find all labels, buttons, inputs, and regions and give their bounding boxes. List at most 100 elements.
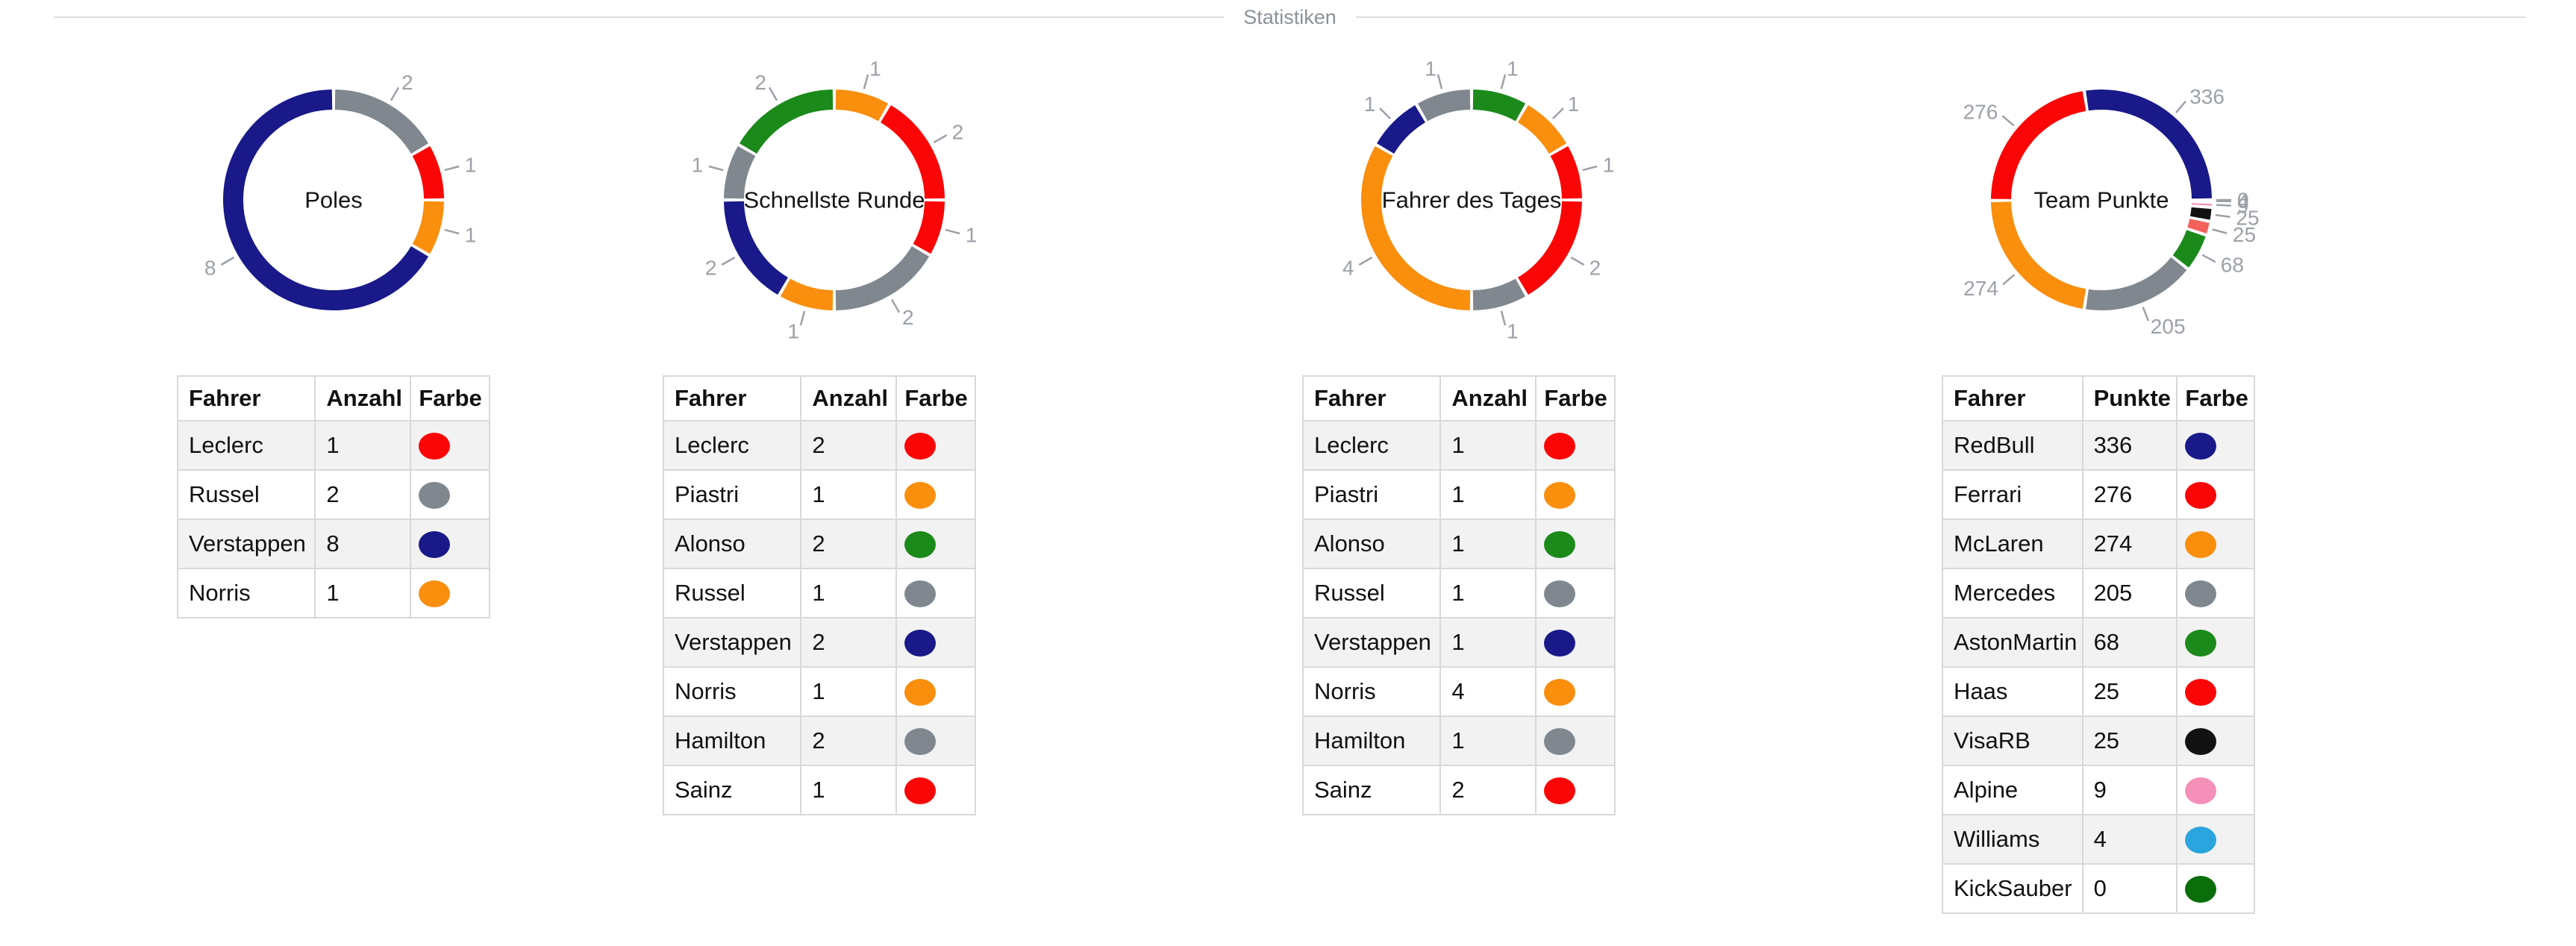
donut-center-title: Fahrer des Tages	[1382, 187, 1562, 213]
donut-segment-piastri[interactable]	[835, 90, 889, 122]
segment-value-label: 274	[1963, 277, 1998, 300]
segment-value-label: 1	[1425, 57, 1437, 81]
driver-name-cell: Alonso	[662, 519, 802, 569]
donut-segment-sainz[interactable]	[913, 201, 945, 254]
table-row-sainz: Sainz 2	[1301, 765, 1616, 815]
label-leader-line	[2175, 100, 2186, 113]
color-cell	[1535, 715, 1616, 766]
color-cell	[895, 666, 976, 717]
color-cell	[2176, 765, 2255, 815]
color-cell	[895, 715, 976, 766]
header-farbe: Farbe	[1535, 375, 1616, 422]
driver-name-cell: KickSauber	[1942, 863, 2083, 914]
table-row-piastri: Piastri 1	[662, 469, 976, 520]
value-cell: 68	[2081, 617, 2178, 668]
donut-segment-redbull[interactable]	[2086, 90, 2212, 199]
donut-segment-verstappen[interactable]	[1376, 104, 1426, 154]
label-leader-line	[1570, 256, 1585, 266]
value-cell: 1	[1439, 617, 1537, 668]
donut-segment-ferrari[interactable]	[1991, 91, 2086, 200]
table-row-norris: Norris 4	[1301, 666, 1616, 717]
color-dot-hamilton	[1544, 727, 1576, 755]
value-cell: 1	[800, 765, 898, 815]
value-cell: 1	[1439, 420, 1537, 471]
color-cell	[895, 617, 976, 668]
color-cell	[895, 469, 976, 520]
donut-segment-norris[interactable]	[1361, 145, 1471, 310]
table-row-russel: Russel 2	[176, 469, 490, 520]
color-cell	[1535, 469, 1616, 520]
donut-chart-poles: 1 2 8 1 Poles	[204, 71, 476, 310]
donut-segment-leclerc[interactable]	[1550, 145, 1582, 199]
donut-segment-hamilton[interactable]	[835, 245, 930, 310]
header-anzahl: Anzahl	[800, 375, 898, 422]
color-cell	[2176, 715, 2255, 766]
color-dot-astonmartin	[2185, 629, 2217, 657]
driver-name-cell: Russel	[662, 568, 802, 618]
color-cell	[895, 568, 976, 618]
label-leader-line	[2001, 115, 2015, 127]
table-row-verstappen: Verstappen 8	[176, 519, 490, 569]
donut-segment-russel[interactable]	[724, 145, 756, 199]
donut-segment-piastri[interactable]	[1517, 104, 1567, 154]
segment-value-label: 276	[1963, 101, 1998, 124]
color-dot-kicksauber	[2185, 875, 2217, 903]
table-header-row: Fahrer Anzahl Farbe	[662, 375, 976, 422]
value-cell: 274	[2081, 519, 2178, 569]
table-row-leclerc: Leclerc 1	[1301, 420, 1616, 471]
donut-segment-verstappen[interactable]	[724, 201, 789, 295]
color-dot-russel	[419, 481, 451, 509]
stats-table-team-punkte: Fahrer Punkte Farbe RedBull 336 Ferrari 276 McL…	[1942, 375, 2255, 914]
header-anzahl: Anzahl	[314, 375, 412, 422]
color-cell	[410, 420, 490, 471]
table-row-russel: Russel 1	[1301, 568, 1616, 618]
donut-segment-russel[interactable]	[1417, 90, 1471, 122]
color-dot-sainz	[904, 777, 937, 804]
driver-name-cell: Piastri	[662, 469, 802, 520]
color-cell	[895, 519, 976, 569]
label-leader-line	[945, 228, 960, 235]
donut-segment-visarb[interactable]	[2190, 207, 2212, 220]
segment-value-label: 2	[902, 306, 914, 329]
color-dot-mercedes	[2185, 580, 2217, 607]
donut-segment-verstappen[interactable]	[223, 90, 429, 310]
table-header-row: Fahrer Anzahl Farbe	[176, 375, 490, 422]
donut-segment-mclaren[interactable]	[1991, 201, 2086, 309]
label-leader-line	[1500, 310, 1507, 326]
table-row-leclerc: Leclerc 2	[662, 420, 976, 471]
color-cell	[1535, 617, 1616, 668]
table-row-redbull: RedBull 336	[1942, 420, 2255, 471]
donut-center-title: Team Punkte	[2034, 187, 2169, 213]
color-cell	[2176, 617, 2255, 668]
segment-value-label: 1	[692, 153, 704, 176]
color-dot-norris	[1544, 678, 1576, 706]
stat-panel-fahrer-des-tages: 1 1 1 1 1 4 1 2 Fahrer des Tages Fahrer Anzahl Farb…	[1301, 0, 1616, 946]
color-dot-ferrari	[2185, 481, 2217, 509]
value-cell: 205	[2081, 568, 2178, 618]
header-farbe: Farbe	[2176, 375, 2255, 422]
label-leader-line	[799, 310, 806, 326]
donut-segment-astonmartin[interactable]	[2172, 229, 2206, 268]
table-row-verstappen: Verstappen 2	[662, 617, 976, 668]
donut-segment-alonso[interactable]	[739, 90, 834, 154]
segment-value-label: 2	[705, 257, 717, 280]
label-leader-line	[444, 228, 460, 235]
donut-segment-haas[interactable]	[2187, 219, 2210, 234]
value-cell: 1	[800, 568, 898, 618]
color-dot-williams	[2185, 826, 2217, 853]
color-cell	[1535, 765, 1616, 815]
driver-name-cell: Leclerc	[176, 420, 316, 471]
value-cell: 2	[800, 617, 898, 668]
table-row-alonso: Alonso 1	[1301, 519, 1616, 569]
donut-segment-russel[interactable]	[334, 90, 429, 154]
donut-segment-leclerc[interactable]	[880, 104, 945, 199]
donut-segment-norris[interactable]	[412, 201, 444, 254]
donut-segment-mercedes[interactable]	[2086, 257, 2187, 310]
donut-segment-leclerc[interactable]	[412, 145, 444, 199]
donut-segment-norris[interactable]	[780, 278, 834, 310]
donut-segment-hamilton[interactable]	[1472, 278, 1526, 310]
color-dot-hamilton	[904, 727, 937, 755]
segment-value-label: 1	[1603, 153, 1615, 176]
donut-segment-sainz[interactable]	[1517, 201, 1582, 295]
donut-segment-alonso[interactable]	[1472, 90, 1526, 122]
